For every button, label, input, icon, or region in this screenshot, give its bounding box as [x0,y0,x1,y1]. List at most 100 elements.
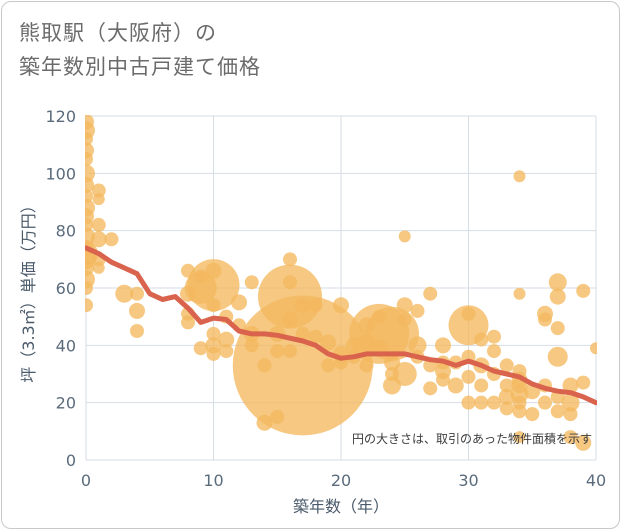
bubble-point-42 [206,346,221,361]
bubble-point-107 [474,395,489,410]
trend-layer [85,245,597,406]
x-tick-label-3: 30 [458,471,478,490]
bubble-point-26 [115,284,134,303]
x-tick-label-0: 0 [81,471,91,490]
bubble-point-88 [408,336,427,355]
bubble-point-45 [219,344,234,359]
bubble-point-2 [85,131,93,146]
bubble-layer [85,115,597,451]
bubble-point-106 [474,378,489,393]
bubble-point-112 [499,358,514,373]
bubble-point-19 [91,183,106,198]
bubble-point-115 [499,401,514,416]
bubble-point-132 [549,288,566,305]
bubble-point-67 [321,358,336,373]
bubble-point-137 [562,377,579,394]
y-tick-label-6: 120 [45,107,76,126]
bubble-point-136 [550,404,565,419]
axis-ticks: 0 20 40 60 80 100 120 0 10 20 30 40 [45,107,606,490]
bubble-point-116 [513,170,526,183]
bubble-point-68 [333,297,349,314]
bubble-point-36 [193,341,208,356]
trend-line [85,245,597,406]
bubble-point-22 [90,231,107,248]
bubble-point-126 [525,407,540,422]
bubble-point-128 [538,312,552,327]
bubble-point-83 [398,230,411,243]
bubble-point-64 [308,298,323,313]
y-tick-label-2: 40 [56,336,76,355]
chart-title-line-1: 熊取駅（大阪府）の [19,21,217,45]
bubble-point-37 [187,259,240,312]
y-axis-title: 坪（3.3㎡）単価（万円） [19,197,38,382]
bubble-point-133 [550,321,565,336]
bubble-point-62 [294,297,311,314]
bubble-point-46 [231,294,247,311]
y-tick-label-3: 60 [56,279,76,298]
size-legend-note: 円の大きさは、取引のあった物件面積を示す [352,431,592,446]
bubble-point-98 [447,377,464,394]
bubble-point-90 [423,286,438,301]
bubble-point-92 [423,381,438,396]
y-tick-label-4: 80 [56,222,76,241]
bubble-point-38 [205,262,222,279]
bubble-point-138 [561,393,580,412]
bubble-point-27 [130,286,144,301]
bubble-point-134 [547,346,568,367]
bubble-point-93 [435,337,451,354]
bubble-point-96 [436,372,450,387]
bubble-point-142 [576,375,591,390]
bubble-point-84 [396,297,413,314]
chart-title-line-2: 築年数別中古戸建て価格 [19,55,261,79]
x-axis-title: 築年数（年） [293,497,389,516]
bubble-point-39 [206,298,221,313]
bubble-point-131 [548,273,567,292]
bubble-point-109 [487,344,501,359]
y-tick-label-1: 20 [56,394,76,413]
bubble-point-141 [576,283,591,298]
bubble-point-17 [85,298,93,313]
bubble-point-4 [85,152,93,166]
bubble-point-144 [590,342,597,355]
y-tick-label-0: 0 [66,451,76,470]
chart-title: 熊取駅（大阪府）の 築年数別中古戸建て価格 [19,16,261,84]
bubble-point-100 [461,306,476,321]
bubble-point-48 [244,275,259,290]
bubble-point-113 [499,378,514,393]
bubble-point-111 [487,395,501,410]
bubble-point-58 [283,275,297,290]
bubble-point-143 [575,434,592,451]
bubble-point-6 [85,176,94,193]
bubble-point-87 [410,303,425,318]
bubble-point-33 [181,315,195,330]
bubble-point-25 [104,232,119,247]
bubble-point-104 [474,332,489,347]
bubble-point-61 [232,295,373,436]
bubble-point-86 [392,362,417,386]
bubble-point-24 [92,261,105,274]
bubble-point-108 [487,329,501,344]
bubble-point-139 [563,407,578,422]
bubble-point-44 [218,331,235,348]
x-tick-label-4: 40 [586,471,606,490]
bubble-point-21 [91,217,106,232]
bubble-point-123 [512,404,527,419]
bubble-point-117 [513,287,526,300]
bubble-point-85 [397,312,412,327]
x-tick-label-1: 10 [203,471,223,490]
bubble-point-65 [308,329,323,344]
bubble-point-102 [461,369,476,384]
bubble-point-20 [92,193,105,206]
x-tick-label-2: 20 [331,471,351,490]
bubble-point-103 [461,395,476,410]
bubble-point-57 [283,252,297,267]
bubble-point-29 [130,324,144,338]
bubble-point-28 [129,302,145,319]
bubble-point-124 [513,431,526,444]
bubble-point-16 [85,281,93,295]
bubble-point-130 [538,395,552,410]
y-tick-label-5: 100 [45,164,76,183]
bubble-point-140 [563,430,578,445]
